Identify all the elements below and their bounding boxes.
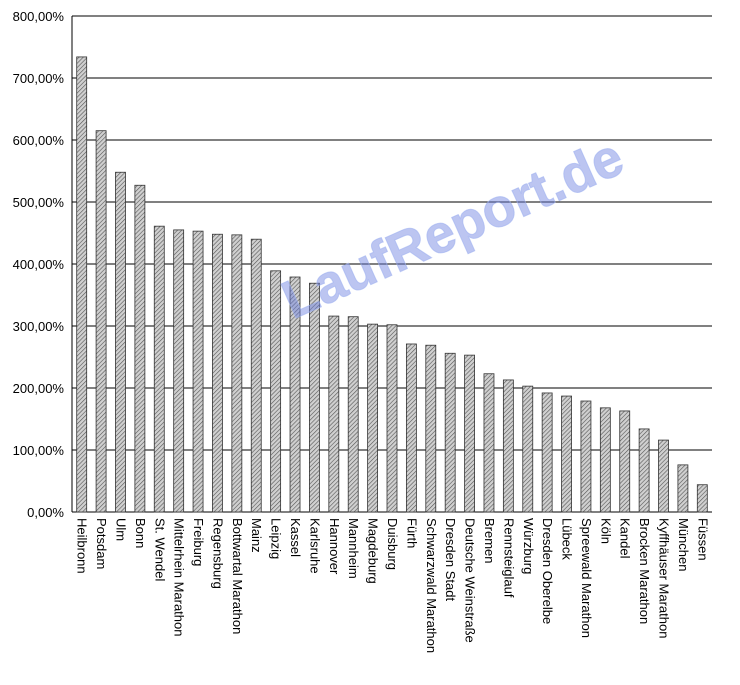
x-tick-label: Brocken Marathon [637, 518, 652, 624]
x-tick-label: Mainz [249, 518, 264, 553]
x-tick-label: Mittelrhein Marathon [172, 518, 187, 637]
x-tick-label: Bonn [133, 518, 148, 548]
x-tick-label: Rennsteiglauf [501, 518, 516, 598]
bar [347, 316, 359, 513]
x-tick-label: Lübeck [560, 518, 575, 560]
bar [658, 439, 669, 513]
x-tick-label: Potsdam [94, 518, 109, 569]
bar [212, 233, 223, 513]
bar [561, 395, 572, 513]
bar [444, 352, 456, 513]
bar [231, 234, 243, 513]
x-tick-label: Karlsruhe [307, 518, 322, 574]
bar [522, 385, 534, 513]
x-tick-label: Spreewald Marathon [579, 518, 594, 638]
x-tick-label: Heilbronn [75, 518, 90, 574]
bar [619, 410, 631, 513]
x-tick-label: Bremen [482, 518, 497, 564]
bar [677, 464, 689, 513]
x-tick-label: Leipzig [269, 518, 284, 559]
x-tick-label: Bottwartal Marathon [230, 518, 245, 634]
x-tick-label: Füssen [695, 518, 710, 561]
bar [153, 225, 165, 513]
bar [76, 56, 88, 513]
bar [115, 171, 126, 513]
bar [386, 324, 398, 513]
x-tick-label: Schwarzwald Marathon [424, 518, 439, 653]
x-tick-label: Magdeburg [366, 518, 381, 584]
x-tick-label: Kandel [618, 518, 633, 559]
y-tick-label: 500,00% [13, 195, 65, 210]
x-tick-label: Dresden Oberelbe [540, 518, 555, 624]
y-tick-label: 600,00% [13, 133, 65, 148]
x-tick-label: Kyffhäuser Marathon [657, 518, 672, 638]
bar [309, 282, 320, 513]
bar [328, 315, 340, 513]
bar [250, 238, 262, 513]
x-tick-label: Würzburg [521, 518, 536, 574]
x-tick-label: St. Wendel [152, 518, 167, 581]
bar [638, 428, 650, 513]
y-tick-label: 800,00% [13, 9, 65, 24]
x-tick-label: München [676, 518, 691, 571]
x-tick-label: Regensburg [210, 518, 225, 589]
bar [134, 184, 146, 513]
y-tick-label: 200,00% [13, 381, 65, 396]
bar [270, 270, 282, 513]
bar [599, 407, 611, 513]
bar [425, 344, 437, 513]
bar [541, 392, 553, 513]
x-tick-label: Freiburg [191, 518, 206, 566]
bar [367, 323, 379, 513]
x-tick-label: Mannheim [346, 518, 361, 579]
x-tick-label: Dresden Stadt [443, 518, 458, 601]
y-tick-label: 300,00% [13, 319, 65, 334]
x-tick-label: Ulm [113, 518, 128, 541]
y-tick-label: 100,00% [13, 443, 65, 458]
x-tick-label: Deutsche Weinstraße [463, 518, 478, 643]
bar [696, 484, 708, 513]
y-tick-label: 0,00% [27, 505, 64, 520]
bar [580, 400, 592, 513]
bar [95, 130, 107, 513]
watermark: LaufReport.de [273, 127, 632, 331]
bar [502, 379, 514, 513]
bar [483, 373, 495, 513]
x-tick-label: Köln [598, 518, 613, 544]
x-tick-label: Hannover [327, 518, 342, 575]
bar [173, 229, 185, 513]
bar [405, 343, 417, 513]
x-tick-label: Kassel [288, 518, 303, 557]
y-tick-label: 700,00% [13, 71, 65, 86]
y-tick-label: 400,00% [13, 257, 65, 272]
x-tick-label: Duisburg [385, 518, 400, 570]
bar [464, 354, 475, 513]
bar [289, 276, 301, 513]
bar [192, 230, 204, 513]
x-tick-label: Fürth [404, 518, 419, 548]
